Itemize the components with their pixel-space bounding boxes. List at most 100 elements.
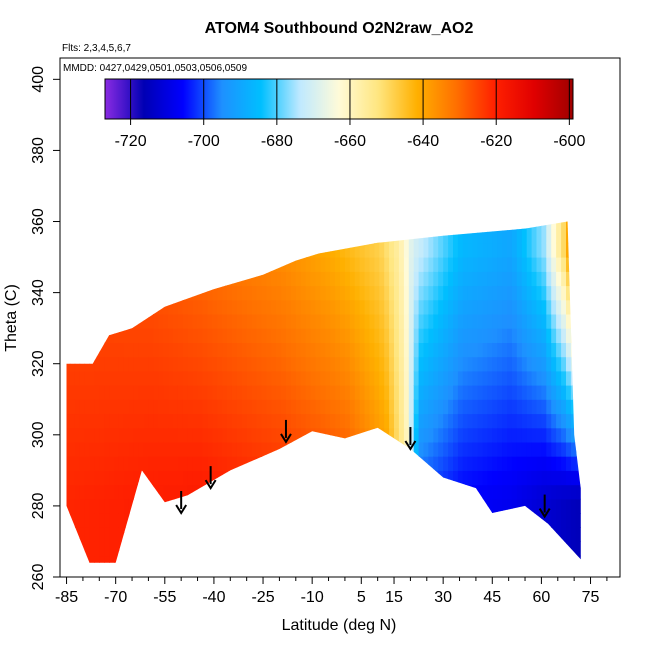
heatmap-cell	[467, 427, 474, 443]
heatmap-cell	[315, 342, 321, 358]
heatmap-cell	[556, 257, 562, 272]
heatmap-cell	[477, 271, 483, 287]
heatmap-cell	[511, 370, 518, 386]
heatmap-cell	[369, 313, 375, 329]
heatmap-cell	[610, 385, 616, 400]
heatmap-cell	[202, 285, 208, 301]
heatmap-cell	[521, 555, 528, 563]
heatmap-cell	[276, 541, 282, 557]
heatmap-cell	[492, 257, 498, 272]
heatmap-cell	[379, 484, 385, 500]
heatmap-cell	[281, 413, 287, 429]
heatmap-cell	[428, 441, 434, 457]
heatmap-cell	[153, 257, 159, 272]
heatmap-cell	[364, 541, 371, 557]
heatmap-cell	[477, 427, 483, 443]
heatmap-cell	[344, 257, 351, 272]
heatmap-cell	[462, 271, 469, 287]
heatmap-cell	[94, 555, 100, 563]
heatmap-cell	[389, 513, 395, 528]
heatmap-cell	[173, 257, 179, 272]
heatmap-cell	[433, 221, 439, 230]
heatmap-cell	[66, 470, 71, 486]
heatmap-cell	[143, 328, 149, 343]
heatmap-cell	[595, 542, 601, 557]
heatmap-cell	[128, 399, 135, 415]
heatmap-cell	[340, 470, 346, 486]
heatmap-cell	[394, 328, 400, 343]
heatmap-cell	[295, 441, 302, 457]
heatmap-cell	[276, 228, 282, 244]
heatmap-cell	[128, 221, 135, 230]
heatmap-cell	[600, 314, 606, 329]
heatmap-cell	[60, 243, 66, 258]
heatmap-cell	[158, 385, 164, 400]
heatmap-cell	[217, 370, 223, 386]
heatmap-cell	[462, 456, 469, 471]
heatmap-cell	[143, 484, 149, 500]
heatmap-cell	[241, 299, 248, 315]
heatmap-cell	[335, 498, 341, 514]
heatmap-cell	[403, 221, 410, 230]
heatmap-cell	[197, 441, 203, 457]
heatmap-cell	[295, 385, 302, 400]
heatmap-cell	[438, 399, 444, 415]
heatmap-cell	[173, 285, 179, 301]
heatmap-cell	[586, 371, 592, 386]
heatmap-cell	[354, 313, 361, 329]
heatmap-cell	[305, 441, 312, 457]
heatmap-cell	[271, 356, 277, 372]
heatmap-cell	[507, 242, 513, 258]
heatmap-cell	[330, 221, 336, 230]
heatmap-cell	[600, 385, 606, 400]
heatmap-cell	[89, 413, 95, 429]
heatmap-cell	[482, 385, 488, 400]
heatmap-cell	[359, 555, 366, 563]
heatmap-cell	[148, 328, 154, 343]
heatmap-cell	[227, 313, 233, 329]
heatmap-cell	[99, 221, 105, 230]
heatmap-cell	[251, 427, 258, 443]
heatmap-cell	[133, 242, 140, 258]
heatmap-cell	[163, 441, 169, 457]
heatmap-cell	[408, 441, 415, 457]
heatmap-cell	[497, 228, 503, 244]
heatmap-cell	[487, 555, 493, 563]
heatmap-cell	[133, 328, 140, 343]
heatmap-cell	[104, 498, 110, 514]
heatmap-cell	[472, 285, 479, 301]
heatmap-cell	[84, 399, 91, 415]
heatmap-cell	[128, 498, 135, 514]
heatmap-cell	[354, 328, 361, 343]
heatmap-cell	[143, 399, 149, 415]
heatmap-cell	[276, 221, 282, 230]
heatmap-cell	[118, 399, 125, 415]
heatmap-cell	[600, 556, 606, 571]
heatmap-cell	[197, 313, 203, 329]
heatmap-cell	[374, 484, 380, 500]
heatmap-cell	[536, 257, 542, 272]
heatmap-cell	[251, 328, 258, 343]
heatmap-cell	[433, 484, 439, 500]
heatmap-cell	[502, 470, 508, 486]
heatmap-cell	[546, 285, 552, 301]
heatmap-cell	[290, 484, 297, 500]
heatmap-cell	[79, 285, 86, 301]
heatmap-cell	[384, 541, 390, 557]
heatmap-cell	[177, 385, 184, 400]
heatmap-cell	[462, 370, 469, 386]
arrow-marker	[538, 494, 551, 519]
heatmap-cell	[276, 513, 282, 528]
heatmap-cell	[423, 413, 429, 429]
heatmap-cell	[340, 242, 346, 258]
heatmap-cell	[472, 257, 479, 272]
heatmap-cell	[66, 456, 71, 471]
heatmap-cell	[335, 385, 341, 400]
heatmap-cell	[354, 498, 361, 514]
heatmap-cell	[60, 542, 66, 557]
heatmap-cell	[433, 285, 439, 301]
heatmap-cell	[492, 228, 498, 244]
heatmap-cell	[114, 299, 120, 315]
heatmap-cell	[123, 441, 130, 457]
heatmap-cell	[482, 470, 488, 486]
